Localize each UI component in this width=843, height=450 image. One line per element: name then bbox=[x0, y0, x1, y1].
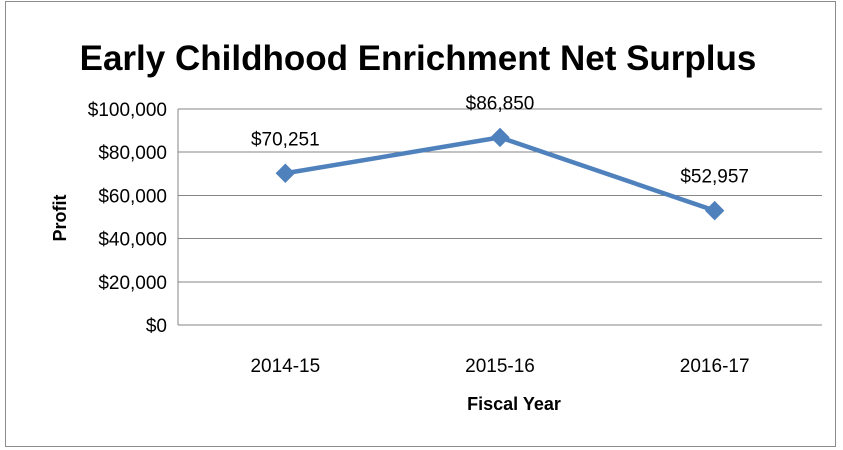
chart-frame bbox=[5, 1, 836, 447]
data-labels: $70,251 $86,850 $52,957 bbox=[251, 93, 749, 187]
data-label: $70,251 bbox=[251, 129, 320, 150]
chart-title: Early Childhood Enrichment Net Surplus bbox=[80, 39, 757, 78]
y-tick-label: $20,000 bbox=[98, 273, 167, 294]
series-line bbox=[283, 135, 717, 213]
y-tick-label: $80,000 bbox=[98, 143, 167, 164]
data-label: $86,850 bbox=[466, 93, 535, 114]
x-tick-label: 2015-16 bbox=[465, 356, 535, 377]
x-axis-title: Fiscal Year bbox=[467, 394, 561, 414]
data-point-marker bbox=[704, 200, 725, 221]
series-profit bbox=[275, 127, 725, 221]
y-tick-label: $100,000 bbox=[88, 100, 167, 121]
data-label: $52,957 bbox=[680, 167, 749, 188]
data-point-marker bbox=[275, 163, 296, 183]
y-tick-label: $60,000 bbox=[98, 186, 167, 207]
y-tick-label: $0 bbox=[146, 316, 167, 337]
x-tick-label: 2016-17 bbox=[680, 356, 750, 377]
data-point-marker bbox=[490, 127, 510, 148]
x-tick-label: 2014-15 bbox=[250, 356, 320, 377]
y-axis-title: Profit bbox=[50, 194, 70, 241]
x-tick-labels: 2014-15 2015-16 2016-17 bbox=[250, 356, 749, 377]
y-tick-label: $40,000 bbox=[98, 230, 167, 251]
gridlines bbox=[177, 108, 822, 326]
y-tick-labels: $0 $20,000 $40,000 $60,000 $80,000 $100,000 bbox=[88, 100, 167, 337]
